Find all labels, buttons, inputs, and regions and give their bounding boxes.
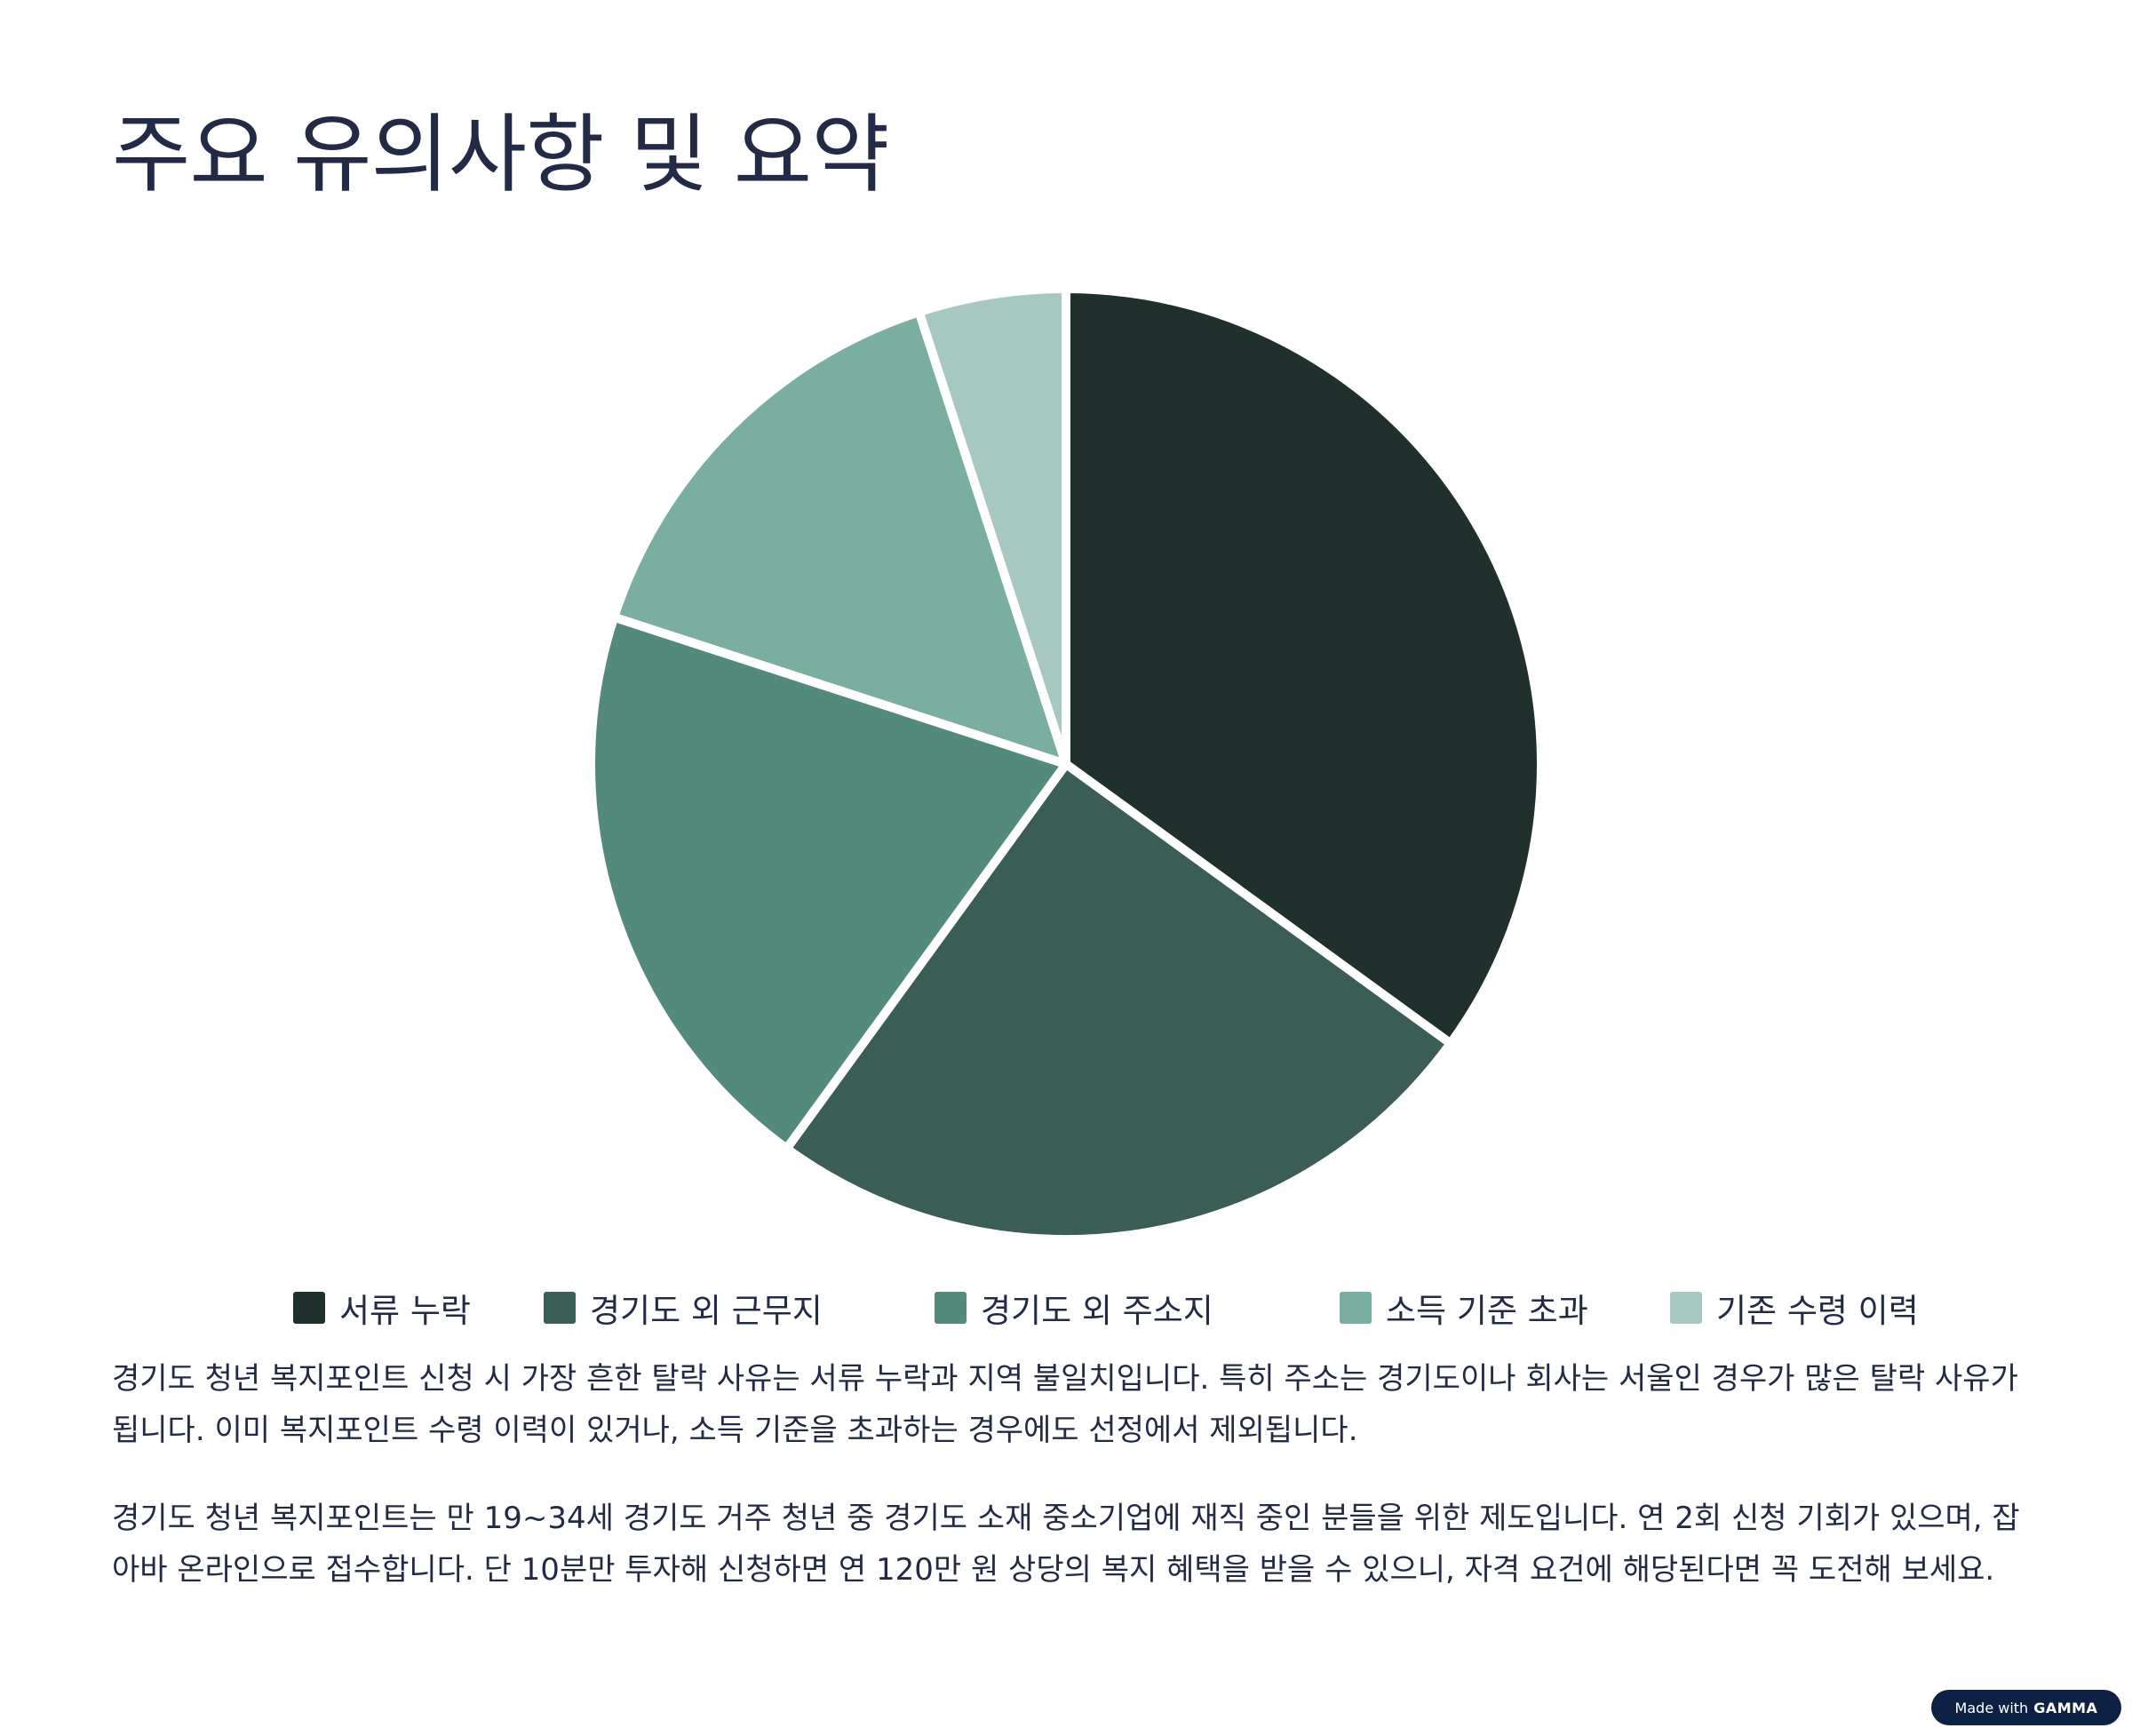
legend-swatch: [935, 1292, 967, 1324]
legend-label: 경기도 외 주소지: [981, 1292, 1213, 1330]
legend-swatch: [293, 1292, 325, 1324]
legend-label: 기존 수령 이력: [1716, 1292, 1919, 1330]
badge-prefix: Made with: [1954, 1699, 2029, 1716]
legend-swatch: [544, 1292, 576, 1324]
legend-item-3[interactable]: 경기도 외 주소지: [935, 1281, 1213, 1334]
page-title: 주요 유의사항 및 요약: [112, 105, 889, 204]
summary-paragraph-1: 경기도 청년 복지포인트 신청 시 가장 흔한 탈락 사유는 서류 누락과 지역…: [112, 1361, 2018, 1448]
legend-item-2[interactable]: 경기도 외 근무지: [544, 1281, 823, 1334]
chart-legend: 서류 누락 경기도 외 근무지 경기도 외 주소지 소득 기준 초과 기존 수령 이력: [0, 1281, 2132, 1334]
pie-slice-3[interactable]: [586, 612, 1070, 1153]
legend-item-1[interactable]: 서류 누락: [293, 1281, 471, 1334]
pie-chart: [0, 267, 2132, 1270]
gamma-logo: GAMMA: [2033, 1699, 2098, 1716]
pie-chart-svg: [586, 284, 1546, 1244]
legend-item-4[interactable]: 소득 기준 초과: [1340, 1281, 1588, 1334]
pie-slice-1[interactable]: [1062, 284, 1546, 1048]
summary-paragraph-2: 경기도 청년 복지포인트는 만 19~34세 경기도 거주 청년 중 경기도 소…: [112, 1501, 2020, 1588]
legend-swatch: [1340, 1292, 1372, 1324]
pie-slice-5[interactable]: [914, 284, 1070, 768]
legend-swatch: [1670, 1292, 1702, 1324]
legend-label: 소득 기준 초과: [1386, 1292, 1588, 1330]
legend-label: 서류 누락: [339, 1292, 471, 1330]
made-with-gamma-badge[interactable]: Made with GAMMA: [1931, 1690, 2121, 1725]
legend-label: 경기도 외 근무지: [590, 1292, 823, 1330]
legend-item-5[interactable]: 기존 수령 이력: [1670, 1281, 1919, 1334]
pie-slice-2[interactable]: [782, 760, 1455, 1244]
